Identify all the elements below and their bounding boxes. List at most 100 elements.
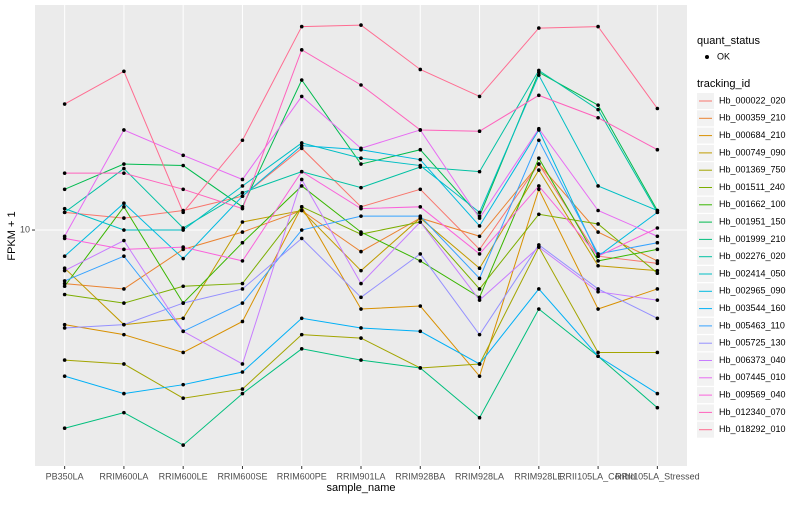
legend-label: Hb_005463_110 <box>719 320 785 330</box>
point <box>359 214 363 218</box>
point <box>299 346 304 351</box>
point <box>359 162 363 166</box>
legend-point <box>705 55 709 59</box>
legend-label: Hb_012340_070 <box>719 407 786 417</box>
point <box>299 78 304 82</box>
point <box>299 177 304 182</box>
point <box>477 234 482 239</box>
point <box>299 332 304 337</box>
point <box>418 205 423 209</box>
point <box>537 93 541 98</box>
point <box>477 129 482 134</box>
point <box>537 184 541 188</box>
point <box>299 228 304 232</box>
legend-label: Hb_007445_010 <box>719 372 786 382</box>
point <box>299 316 304 321</box>
point <box>122 228 126 232</box>
point <box>655 259 660 263</box>
legend-title: quant_status <box>697 35 760 47</box>
point <box>596 350 600 355</box>
point <box>418 220 423 224</box>
point <box>477 266 482 270</box>
point <box>537 168 541 172</box>
point <box>299 236 304 241</box>
point <box>122 301 126 305</box>
legend-label: Hb_000684_210 <box>719 130 786 140</box>
point <box>299 146 304 151</box>
point <box>418 304 423 308</box>
point <box>655 391 660 396</box>
point <box>122 287 126 291</box>
point <box>122 238 126 243</box>
point <box>537 162 541 166</box>
point <box>359 230 363 234</box>
point <box>122 332 126 337</box>
point <box>477 252 482 256</box>
point <box>240 240 245 245</box>
point <box>477 298 482 302</box>
x-tick-label: RRII105LA_Control <box>559 471 637 481</box>
point <box>537 126 541 131</box>
point <box>240 391 245 396</box>
point <box>477 415 482 420</box>
y-tick-label: 10 <box>20 224 30 234</box>
point <box>122 69 126 74</box>
point <box>418 157 423 162</box>
point <box>596 259 600 263</box>
point <box>418 67 423 72</box>
point <box>181 228 185 232</box>
point <box>359 206 363 211</box>
point <box>122 254 126 259</box>
point <box>181 187 185 192</box>
point <box>181 396 185 400</box>
point <box>122 216 126 220</box>
point <box>596 254 600 259</box>
point <box>62 374 67 378</box>
point <box>596 103 600 107</box>
point <box>596 107 600 112</box>
point <box>596 287 600 291</box>
point <box>181 329 185 334</box>
x-tick-label: RRIM928LE <box>514 471 563 481</box>
point <box>655 147 660 152</box>
point <box>359 23 363 27</box>
point <box>299 184 304 188</box>
point <box>359 326 363 330</box>
point <box>537 156 541 161</box>
point <box>181 301 185 305</box>
legend-label: Hb_002276_020 <box>719 251 786 261</box>
point <box>596 263 600 268</box>
point <box>240 287 245 291</box>
point <box>359 358 363 362</box>
point <box>122 322 126 327</box>
point <box>655 298 660 302</box>
point <box>122 128 126 132</box>
point <box>62 206 67 211</box>
point <box>359 185 363 190</box>
point <box>240 190 245 195</box>
point <box>299 143 304 148</box>
point <box>299 141 304 145</box>
point <box>359 295 363 300</box>
legend-label: Hb_002965_090 <box>719 286 786 296</box>
point <box>655 247 660 252</box>
point <box>181 382 185 387</box>
point <box>655 350 660 355</box>
point <box>181 210 185 215</box>
point <box>122 391 126 396</box>
point <box>359 156 363 161</box>
legend-label: Hb_003544_160 <box>719 303 786 313</box>
point <box>122 201 126 205</box>
point <box>477 287 482 291</box>
point <box>181 245 185 249</box>
point <box>122 410 126 415</box>
x-tick-label: RRIM600LA <box>99 471 148 481</box>
point <box>655 316 660 321</box>
point <box>62 102 67 106</box>
point <box>62 279 67 283</box>
point <box>477 362 482 366</box>
x-tick-label: RRII105LA_Stressed <box>615 471 700 481</box>
point <box>62 268 67 273</box>
legend-label: Hb_000022_020 <box>719 95 786 105</box>
point <box>240 177 245 182</box>
